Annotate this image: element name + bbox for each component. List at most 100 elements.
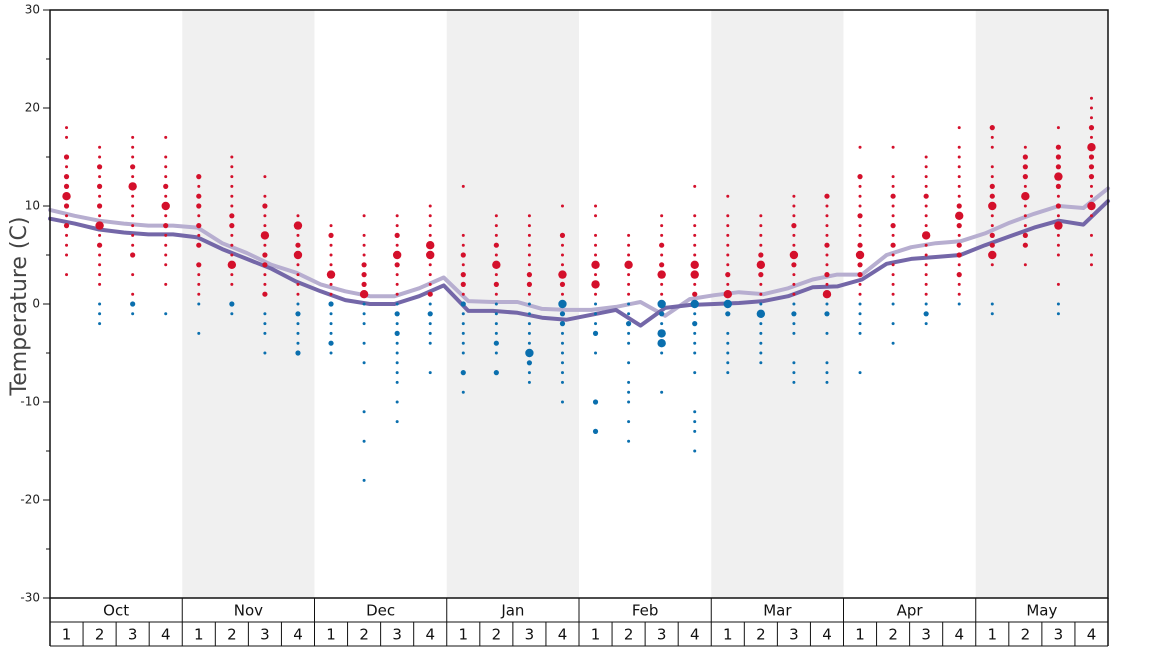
series-line-2 (48, 199, 1110, 328)
warm-temp-dot (96, 164, 103, 170)
cold-temp-dot (130, 301, 136, 307)
warm-temp-dot (262, 252, 268, 258)
warm-temp-dot (164, 175, 168, 179)
warm-temp-dot (1022, 242, 1028, 248)
cold-temp-dot (461, 390, 465, 394)
cold-temp-dot (98, 312, 102, 316)
y-tick-label: 20 (25, 101, 40, 115)
cold-temp-dot (1056, 312, 1060, 316)
warm-temp-dot (362, 243, 366, 247)
warm-temp-dot (955, 211, 964, 220)
warm-temp-dot (263, 282, 267, 286)
warm-temp-dot (1056, 243, 1060, 247)
warm-temp-dot (494, 214, 498, 218)
cold-temp-dot (923, 311, 929, 317)
warm-temp-dot (461, 184, 465, 188)
warm-temp-dot (560, 243, 564, 247)
cold-temp-dot (627, 390, 631, 394)
warm-temp-dot (855, 250, 865, 260)
cold-temp-dot (891, 302, 895, 306)
warm-temp-dot (197, 292, 201, 296)
warm-temp-dot (759, 214, 763, 218)
warm-temp-dot (1056, 233, 1060, 237)
warm-temp-dot (263, 243, 267, 247)
warm-temp-dot (131, 155, 135, 159)
warm-temp-dot (857, 262, 863, 268)
cold-temp-dot (759, 351, 763, 355)
warm-temp-dot (956, 242, 962, 248)
month-label-oct: Oct (103, 602, 129, 620)
warm-temp-dot (1021, 192, 1030, 201)
warm-temp-dot (527, 243, 531, 247)
cold-temp-dot (558, 299, 567, 309)
warm-temp-dot (295, 242, 301, 248)
cold-temp-dot (692, 321, 698, 327)
warm-temp-dot (229, 223, 235, 229)
cold-temp-dot (428, 302, 432, 306)
week-label: 1 (459, 626, 469, 644)
warm-temp-dot (693, 214, 697, 218)
week-label: 3 (128, 626, 138, 644)
warm-temp-dot (690, 270, 699, 279)
warm-temp-dot (1056, 126, 1060, 130)
warm-temp-dot (1023, 263, 1027, 267)
cold-temp-dot (460, 370, 466, 376)
warm-temp-dot (692, 291, 698, 297)
warm-temp-dot (1087, 143, 1096, 152)
warm-temp-dot (1089, 135, 1093, 139)
warm-temp-dot (95, 221, 104, 230)
warm-temp-dot (1056, 282, 1060, 286)
cold-temp-dot (592, 330, 599, 336)
x-axis: Oct Nov Dec Jan Feb Mar Apr May 1 2 3 4 1 2 3 4 1 2 3 4 1 2 3 4… (49, 598, 1109, 647)
warm-temp-dot (461, 243, 465, 247)
warm-temp-dot (1088, 125, 1095, 131)
month-label-nov: Nov (234, 602, 263, 620)
week-label: 4 (822, 626, 832, 644)
warm-temp-dot (230, 282, 234, 286)
warm-temp-dot (131, 292, 135, 296)
warm-temp-dot (427, 291, 433, 297)
y-tick-label: 0 (32, 297, 40, 311)
warm-temp-dot (660, 292, 664, 296)
cold-temp-dot (395, 371, 399, 375)
warm-temp-dot (1054, 221, 1063, 230)
warm-temp-dot (594, 273, 598, 277)
warm-temp-dot (792, 233, 796, 237)
cold-temp-dot (527, 331, 531, 335)
warm-temp-dot (230, 155, 234, 159)
warm-temp-dot (990, 263, 994, 267)
warm-temp-dot (990, 175, 994, 179)
warm-temp-dot (329, 243, 333, 247)
warm-temp-dot (63, 154, 70, 160)
warm-temp-dot (395, 282, 399, 286)
warm-temp-dot (989, 242, 995, 248)
warm-temp-dot (693, 253, 697, 257)
cold-temp-dot (494, 322, 498, 326)
warm-temp-dot (394, 232, 400, 238)
warm-temp-dot (1056, 214, 1060, 218)
cold-temp-dot (525, 348, 534, 358)
warm-temp-dot (131, 145, 135, 149)
cold-temp-dot (693, 351, 697, 355)
warm-temp-dot (660, 233, 664, 237)
warm-temp-dot (1056, 194, 1060, 198)
daily-dots (62, 96, 1096, 482)
warm-temp-dot (594, 233, 598, 237)
cold-temp-dot (329, 351, 333, 355)
warm-temp-dot (65, 253, 69, 257)
cold-temp-dot (858, 322, 862, 326)
y-axis-title: Temperature (C) (7, 217, 32, 397)
warm-temp-dot (461, 263, 465, 267)
warm-temp-dot (1087, 201, 1096, 211)
cold-temp-dot (792, 380, 796, 384)
warm-temp-dot (756, 260, 766, 269)
warm-temp-dot (164, 233, 168, 237)
warm-temp-dot (989, 183, 995, 189)
warm-temp-dot (594, 214, 598, 218)
cold-temp-dot (329, 331, 333, 335)
warm-temp-dot (164, 165, 168, 169)
warm-temp-dot (296, 273, 300, 277)
cold-temp-dot (527, 312, 531, 316)
warm-temp-dot (262, 203, 268, 209)
warm-temp-dot (1022, 154, 1028, 160)
